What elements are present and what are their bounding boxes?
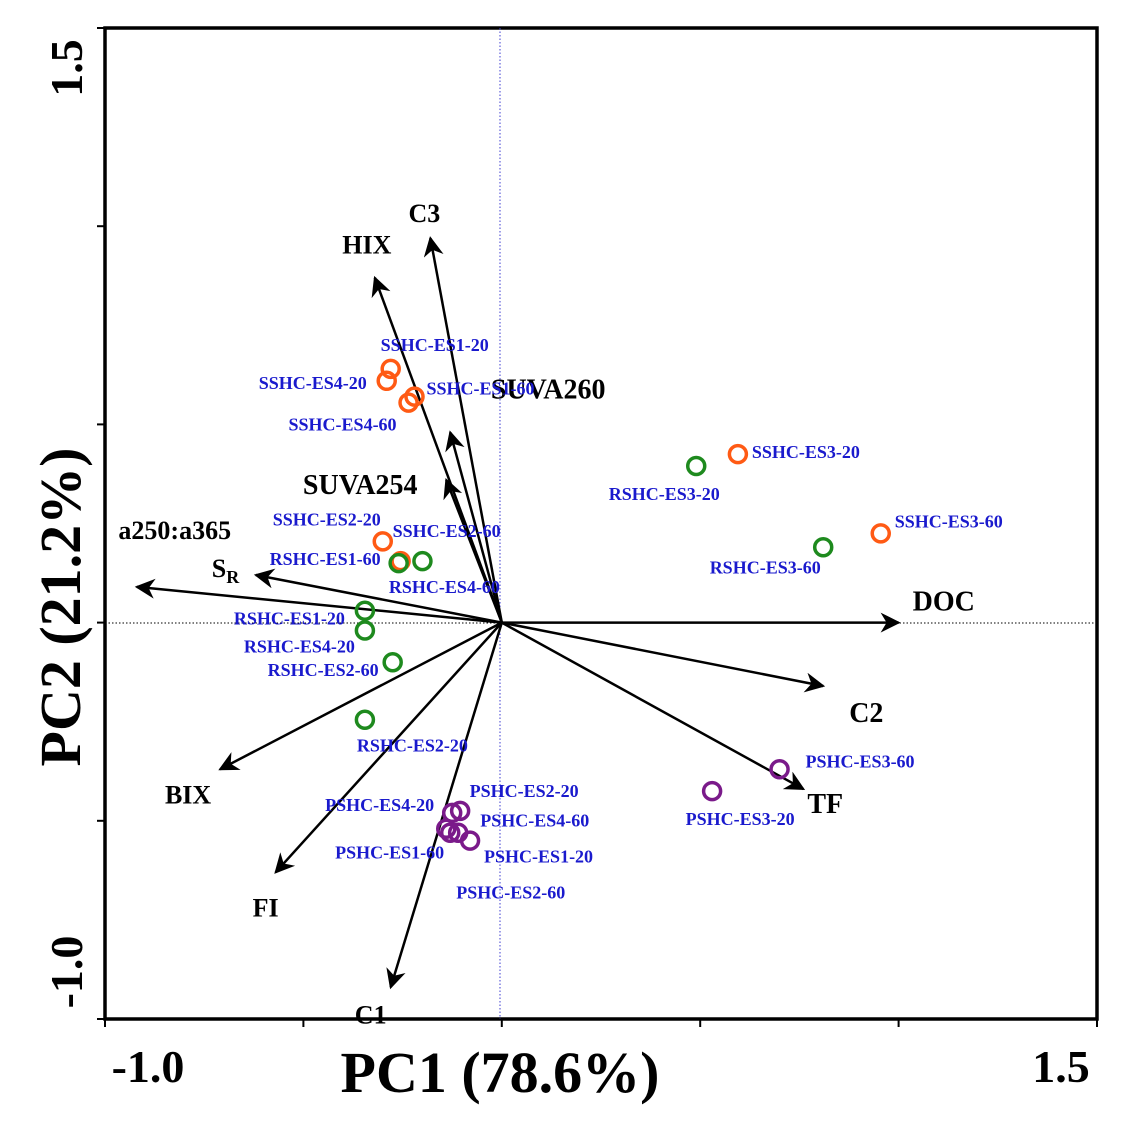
point-label-sshc-es3-20: SSHC-ES3-20 xyxy=(752,442,860,462)
point-label-pshc-es4-20: PSHC-ES4-20 xyxy=(325,795,434,815)
loading-arrow-tf xyxy=(501,621,806,791)
point-label-rshc-es3-60: RSHC-ES3-60 xyxy=(710,557,821,577)
loading-label-c1: C1 xyxy=(355,1000,387,1029)
point-pshc-es2-60 xyxy=(439,822,461,843)
sample-points: SSHC-ES1-20 SSHC-ES4-20 SSHC-ES1-60 SSHC-ES… xyxy=(234,335,1003,903)
point-label-sshc-es4-60: SSHC-ES4-60 xyxy=(289,415,397,435)
x-axis-title: PC1 (78.6%) xyxy=(341,1040,660,1105)
point-label-sshc-es4-20: SSHC-ES4-20 xyxy=(259,373,367,393)
point-label-sshc-es1-20: SSHC-ES1-20 xyxy=(381,335,489,355)
point-sshc-es3-60 xyxy=(870,523,891,544)
loading-label-doc: DOC xyxy=(913,587,975,618)
point-sshc-es4-60 xyxy=(398,392,419,413)
loading-label-bix: BIX xyxy=(165,780,211,809)
point-rshc-es2-60 xyxy=(382,651,403,673)
y-axis-title: PC2 (21.2%) xyxy=(28,448,93,767)
point-label-pshc-es3-60: PSHC-ES3-60 xyxy=(806,751,915,771)
point-pshc-es3-20 xyxy=(701,780,723,802)
point-label-sshc-es2-20: SSHC-ES2-20 xyxy=(273,509,381,529)
loading-arrow-suva254 xyxy=(443,478,503,624)
point-label-sshc-es1-60: SSHC-ES1-60 xyxy=(427,379,535,399)
axis-ticks xyxy=(97,27,1098,1027)
loading-vectors: C3 HIX SUVA260 SUVA254 a250:a365 SR DOC C2 TF BIX… xyxy=(118,199,974,1029)
x-tick-label-min: -1.0 xyxy=(112,1041,185,1092)
point-label-rshc-es2-20: RSHC-ES2-20 xyxy=(357,736,468,756)
point-sshc-es2-20 xyxy=(372,531,394,552)
point-label-rshc-es1-20: RSHC-ES1-20 xyxy=(234,609,345,629)
point-label-pshc-es1-60: PSHC-ES1-60 xyxy=(335,843,444,863)
point-pshc-es3-60 xyxy=(769,759,790,780)
loading-arrow-sr xyxy=(253,568,503,624)
point-rshc-es1-20 xyxy=(354,600,376,621)
loading-arrow-c3 xyxy=(423,236,504,623)
x-tick-label-max: 1.5 xyxy=(1032,1041,1090,1092)
loading-label-sr: SR xyxy=(212,554,240,587)
point-label-rshc-es2-60: RSHC-ES2-60 xyxy=(268,660,379,680)
loading-label-hix: HIX xyxy=(342,231,391,260)
plot-frame xyxy=(103,26,1099,1021)
point-label-rshc-es4-20: RSHC-ES4-20 xyxy=(244,637,355,657)
loading-arrow-fi xyxy=(274,621,503,874)
point-label-rshc-es1-60: RSHC-ES1-60 xyxy=(270,549,381,569)
point-label-pshc-es2-60: PSHC-ES2-60 xyxy=(456,883,565,903)
point-sshc-es1-20 xyxy=(380,358,401,380)
point-label-rshc-es4-60: RSHC-ES4-60 xyxy=(389,577,500,597)
point-label-pshc-es4-60: PSHC-ES4-60 xyxy=(480,811,589,831)
point-rshc-es3-60 xyxy=(812,537,834,558)
point-rshc-es3-20 xyxy=(685,455,707,477)
loading-label-a250-a365: a250:a365 xyxy=(118,516,231,545)
point-label-sshc-es3-60: SSHC-ES3-60 xyxy=(895,511,1003,531)
loading-label-c3: C3 xyxy=(408,199,440,228)
loading-arrow-a250-a365 xyxy=(134,578,502,624)
point-label-pshc-es1-20: PSHC-ES1-20 xyxy=(484,847,593,867)
loading-label-fi: FI xyxy=(253,893,279,922)
loading-label-suva260: SUVA260 xyxy=(491,374,606,405)
loading-label-c2: C2 xyxy=(849,698,883,729)
loading-arrow-suva260 xyxy=(445,430,504,623)
point-sshc-es3-20 xyxy=(727,443,749,465)
point-pshc-es4-60 xyxy=(435,818,457,839)
point-rshc-es2-20 xyxy=(354,709,376,730)
point-label-pshc-es3-20: PSHC-ES3-20 xyxy=(686,809,795,829)
point-label-sshc-es2-60: SSHC-ES2-60 xyxy=(393,521,501,541)
point-sshc-es4-20 xyxy=(376,370,397,392)
loading-label-tf: TF xyxy=(807,789,843,820)
point-pshc-es1-20 xyxy=(459,830,481,851)
point-label-pshc-es2-20: PSHC-ES2-20 xyxy=(470,781,579,801)
loading-label-suva254: SUVA254 xyxy=(303,470,418,501)
point-rshc-es1-60 xyxy=(388,552,409,574)
point-pshc-es2-20 xyxy=(449,800,471,822)
point-rshc-es4-20 xyxy=(354,620,376,641)
y-tick-label-max: 1.5 xyxy=(41,39,92,97)
loading-arrow-c2 xyxy=(501,621,826,693)
point-rshc-es4-60 xyxy=(412,550,433,572)
point-label-rshc-es3-20: RSHC-ES3-20 xyxy=(609,484,720,504)
y-tick-label-min: -1.0 xyxy=(41,936,92,1009)
point-sshc-es1-60 xyxy=(404,386,425,407)
loading-arrow-bix xyxy=(218,621,503,771)
